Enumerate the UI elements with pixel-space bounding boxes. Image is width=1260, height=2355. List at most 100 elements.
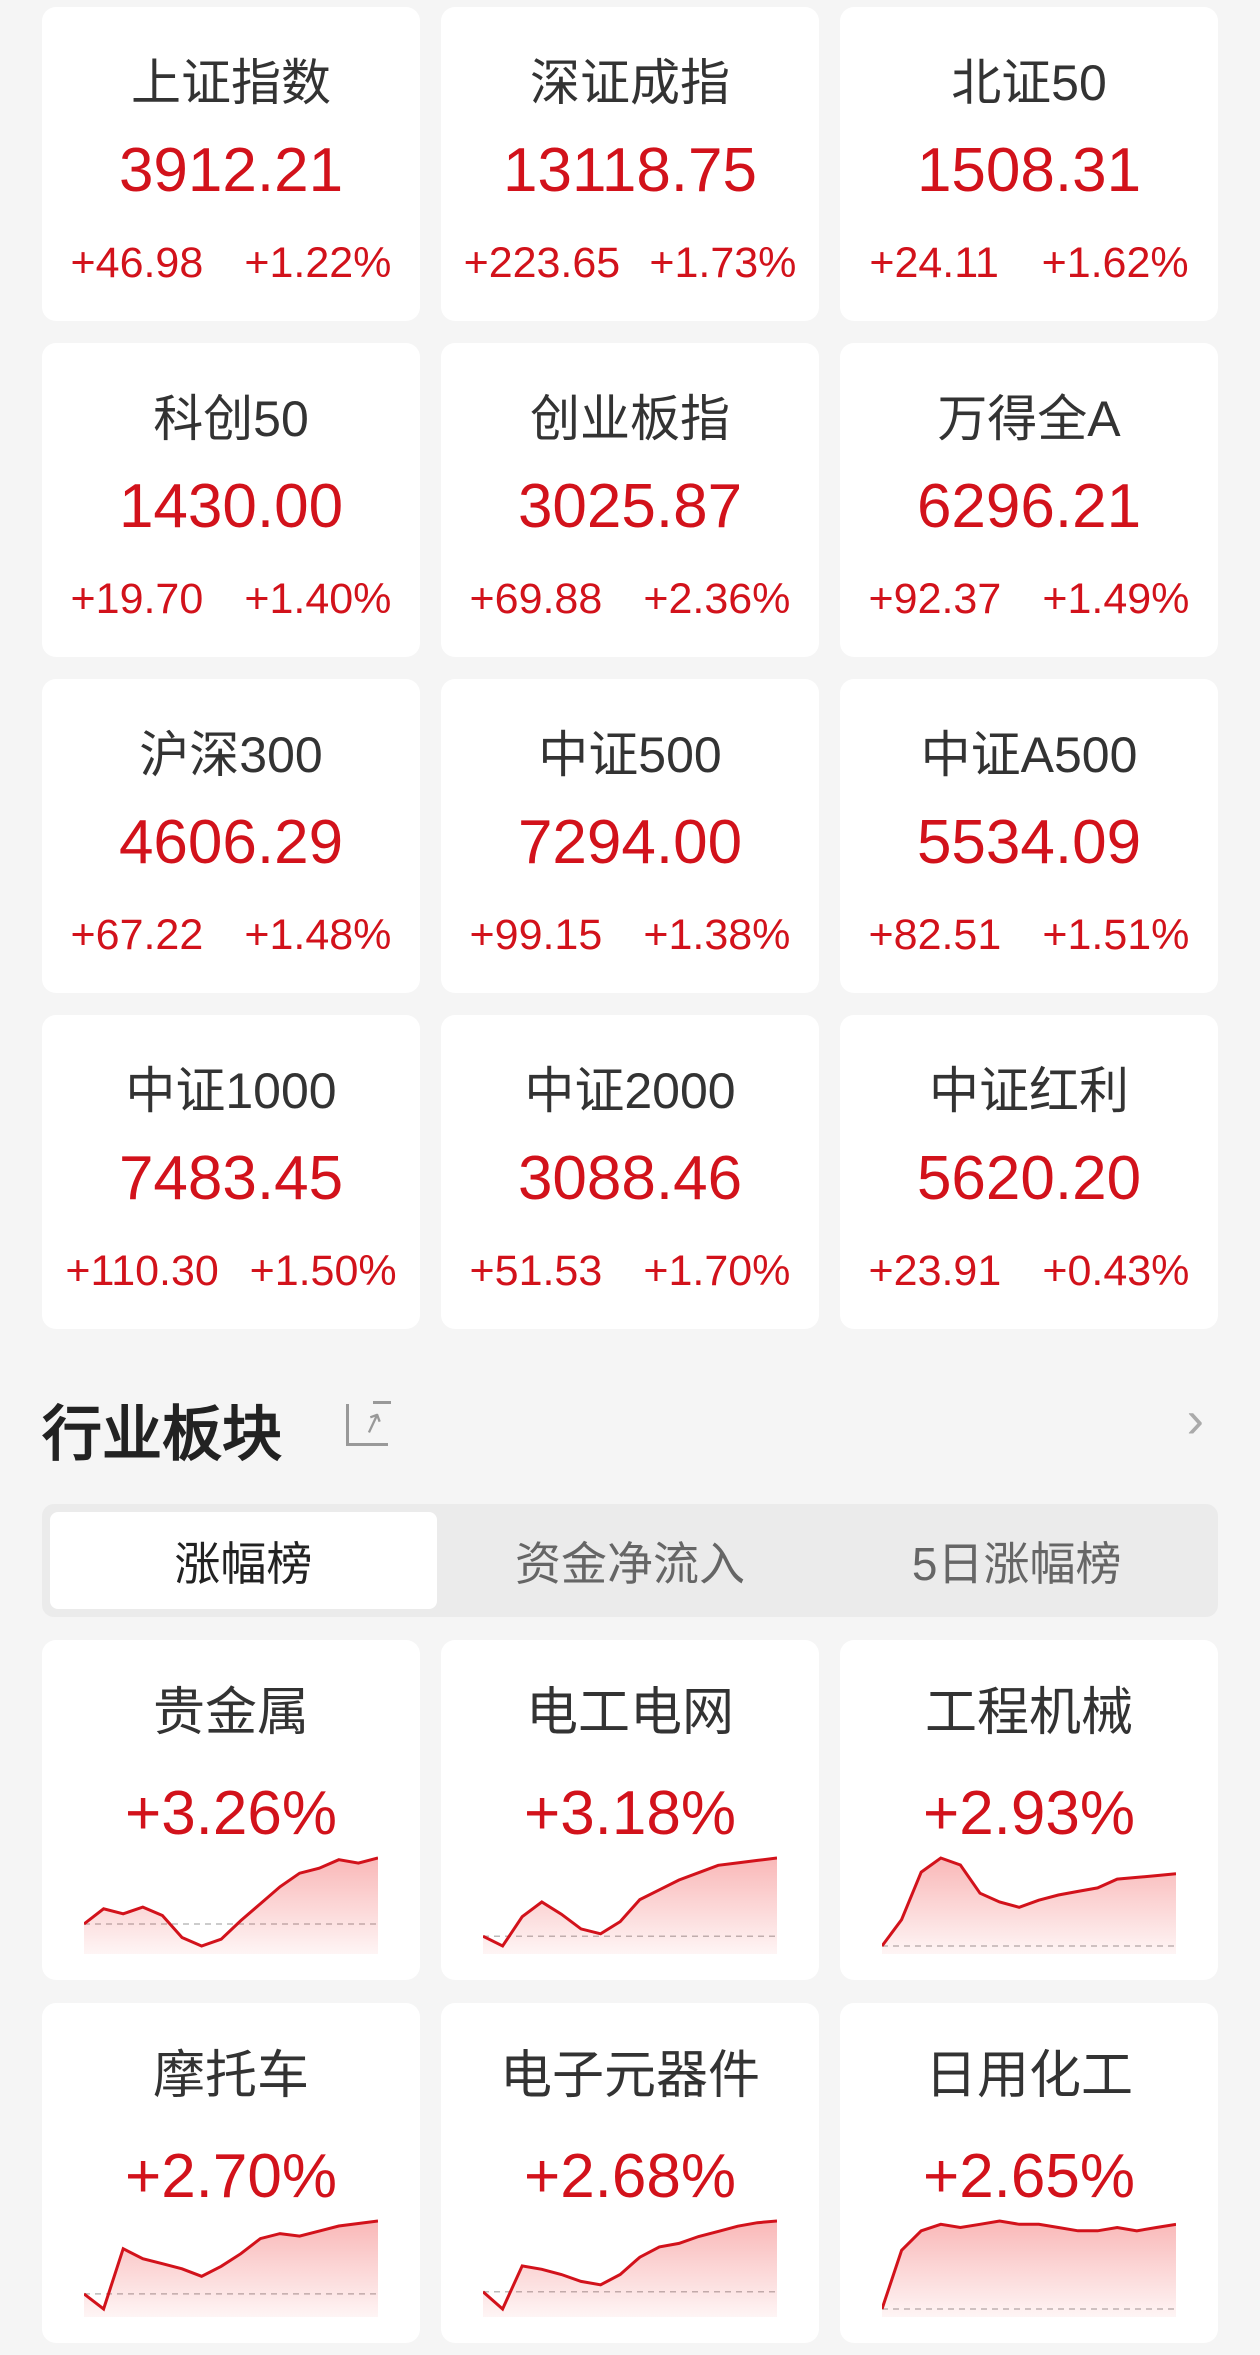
index-pct: +1.62% (1041, 239, 1189, 287)
index-pct: +1.22% (244, 239, 392, 287)
sparkline-area (84, 1858, 378, 1954)
index-name: 中证红利 (929, 1063, 1129, 1119)
index-change: +110.30 (65, 1247, 219, 1295)
index-pct: +0.43% (1042, 1247, 1190, 1295)
index-change: +67.22 (70, 911, 204, 959)
sector-sparkline (84, 1856, 378, 1954)
index-value: 5534.09 (916, 808, 1142, 877)
sparkline-area (84, 2221, 378, 2317)
index-value: 7483.45 (118, 1144, 344, 1213)
index-name: 沪深300 (139, 727, 323, 783)
sector-card[interactable]: 日用化工 +2.65% (840, 2003, 1218, 2343)
index-change: +19.70 (70, 575, 204, 623)
index-card[interactable]: 上证指数 3912.21 +46.98 +1.22% (42, 7, 420, 321)
index-card[interactable]: 沪深300 4606.29 +67.22 +1.48% (42, 679, 420, 993)
index-value: 5620.20 (916, 1144, 1142, 1213)
sector-pct: +3.26% (124, 1779, 337, 1848)
index-value: 13118.75 (503, 136, 757, 205)
index-pct: +1.51% (1042, 911, 1190, 959)
index-pct: +1.40% (244, 575, 392, 623)
index-pct: +1.38% (643, 911, 791, 959)
sparkline-line (84, 2219, 378, 2312)
sector-pct: +2.68% (523, 2142, 736, 2211)
index-name: 中证1000 (125, 1063, 337, 1119)
sector-name: 电工电网 (525, 1684, 734, 1742)
sparkline-line (882, 1856, 1176, 1947)
sector-name: 工程机械 (924, 1684, 1133, 1742)
index-card[interactable]: 中证1000 7483.45 +110.30 +1.50% (42, 1015, 420, 1329)
index-change: +23.91 (868, 1247, 1002, 1295)
index-value: 3912.21 (118, 136, 344, 205)
share-icon[interactable]: ↗ (346, 1401, 391, 1446)
index-value: 3025.87 (517, 472, 743, 541)
index-card[interactable]: 中证红利 5620.20 +23.91 +0.43% (840, 1015, 1218, 1329)
sparkline-line (84, 1856, 378, 1948)
sparkline-line (483, 2219, 777, 2312)
index-card[interactable]: 创业板指 3025.87 +69.88 +2.36% (441, 343, 819, 657)
sector-card[interactable]: 工程机械 +2.93% (840, 1640, 1218, 1980)
tab-net-inflow[interactable]: 资金净流入 (515, 1537, 745, 1590)
sparkline-area (882, 2221, 1176, 2317)
index-change: +46.98 (70, 239, 204, 287)
index-name: 中证A500 (920, 727, 1138, 783)
index-card[interactable]: 中证500 7294.00 +99.15 +1.38% (441, 679, 819, 993)
sector-card[interactable]: 电工电网 +3.18% (441, 1640, 819, 1980)
index-change: +223.65 (463, 239, 621, 287)
index-name: 中证2000 (524, 1063, 736, 1119)
index-name: 中证500 (538, 727, 722, 783)
index-value: 3088.46 (517, 1144, 743, 1213)
chevron-right-icon[interactable]: › (1186, 1391, 1204, 1449)
index-pct: +1.70% (643, 1247, 791, 1295)
sector-tabs: 涨幅榜 资金净流入 5日涨幅榜 (42, 1504, 1218, 1617)
sparkline-area (882, 1858, 1176, 1954)
index-grid: 上证指数 3912.21 +46.98 +1.22% 深证成指 13118.75 … (42, 7, 1218, 1329)
index-value: 6296.21 (916, 472, 1142, 541)
sector-sparkline (483, 2219, 777, 2317)
index-name: 深证成指 (530, 55, 730, 111)
index-card[interactable]: 中证2000 3088.46 +51.53 +1.70% (441, 1015, 819, 1329)
index-change: +24.11 (869, 239, 999, 287)
sector-card[interactable]: 电子元器件 +2.68% (441, 2003, 819, 2343)
sector-sparkline (84, 2219, 378, 2317)
sector-sparkline (483, 1856, 777, 1954)
index-card[interactable]: 北证50 1508.31 +24.11 +1.62% (840, 7, 1218, 321)
tab-5day-gainers[interactable]: 5日涨幅榜 (911, 1537, 1122, 1590)
index-value: 4606.29 (118, 808, 344, 877)
sector-pct: +2.65% (922, 2142, 1135, 2211)
sparkline-line (882, 2219, 1176, 2310)
index-name: 万得全A (937, 391, 1121, 447)
sector-grid: 贵金属 +3.26% 电工电网 +3.18% 工程机械 +2.93% 摩托车 +… (42, 1640, 1218, 2343)
index-name: 创业板指 (530, 391, 730, 447)
sector-pct: +2.93% (922, 1779, 1135, 1848)
index-name: 上证指数 (131, 55, 331, 111)
index-pct: +1.73% (649, 239, 797, 287)
index-card[interactable]: 科创50 1430.00 +19.70 +1.40% (42, 343, 420, 657)
sparkline-area (483, 1858, 777, 1954)
sector-name: 摩托车 (152, 2047, 309, 2105)
index-change: +69.88 (469, 575, 603, 623)
index-value: 7294.00 (517, 808, 743, 877)
index-change: +82.51 (868, 911, 1002, 959)
section-header: 行业板块 ↗ › (42, 1380, 1218, 1468)
sector-sparkline (882, 2219, 1176, 2317)
index-name: 北证50 (951, 55, 1107, 111)
index-value: 1430.00 (118, 472, 344, 541)
index-pct: +1.50% (249, 1247, 397, 1295)
sparkline-line (483, 1856, 777, 1948)
sector-name: 贵金属 (152, 1684, 309, 1742)
sector-pct: +2.70% (124, 2142, 337, 2211)
sector-card[interactable]: 贵金属 +3.26% (42, 1640, 420, 1980)
sector-pct: +3.18% (523, 1779, 736, 1848)
sector-name: 电子元器件 (499, 2047, 760, 2105)
index-pct: +1.49% (1042, 575, 1190, 623)
index-name: 科创50 (153, 391, 309, 447)
sector-sparkline (882, 1856, 1176, 1954)
index-change: +92.37 (868, 575, 1002, 623)
index-card[interactable]: 万得全A 6296.21 +92.37 +1.49% (840, 343, 1218, 657)
sector-card[interactable]: 摩托车 +2.70% (42, 2003, 420, 2343)
index-value: 1508.31 (916, 136, 1142, 205)
tab-gainers[interactable]: 涨幅榜 (50, 1512, 437, 1609)
index-card[interactable]: 中证A500 5534.09 +82.51 +1.51% (840, 679, 1218, 993)
index-card[interactable]: 深证成指 13118.75 +223.65 +1.73% (441, 7, 819, 321)
index-pct: +2.36% (643, 575, 791, 623)
